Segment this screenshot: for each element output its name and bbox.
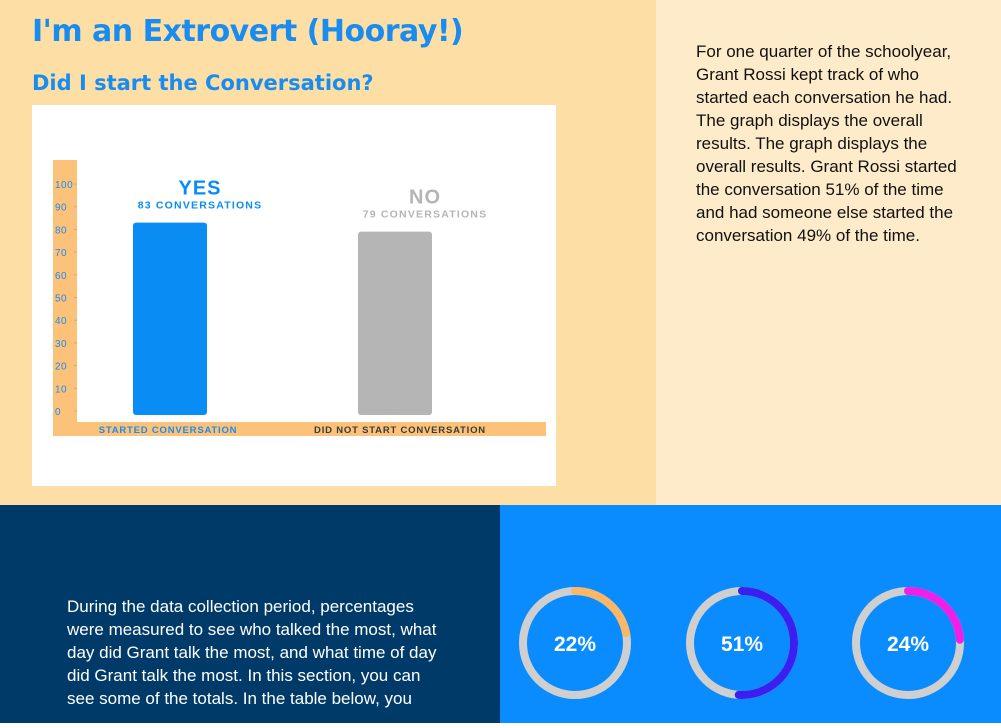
y-tick-label: 60 <box>55 271 67 282</box>
donut-arc <box>904 587 964 644</box>
donut-row: 22% 51% 24% <box>519 587 964 699</box>
section-text: During the data collection period, perce… <box>67 597 437 708</box>
bar-title: YES <box>178 178 221 200</box>
y-tick-label: 40 <box>55 316 67 327</box>
donut-label: 22% <box>554 633 596 656</box>
y-tick-label: 100 <box>55 180 73 191</box>
x-axis-band <box>53 422 546 436</box>
bottom-right-panel: 22% 51% 24% <box>500 505 1001 723</box>
y-tick-label: 50 <box>55 294 67 305</box>
description: For one quarter of the schoolyear, Grant… <box>696 42 957 245</box>
bar <box>358 231 432 415</box>
y-tick-label: 70 <box>55 248 67 259</box>
donut-label: 51% <box>721 633 763 656</box>
top-right-panel: For one quarter of the schoolyear, Grant… <box>656 0 1001 505</box>
donut-label: 24% <box>887 633 929 656</box>
value-label: 79 CONVERSATIONS <box>363 209 488 221</box>
page-title: I'm an Extrovert (Hooray!) <box>32 14 464 49</box>
section-title: Did I start the Conversation? <box>32 71 374 95</box>
bar <box>133 222 207 415</box>
y-tick-label: 20 <box>55 362 67 373</box>
x-tick-label: STARTED CONVERSATION <box>99 425 238 436</box>
y-tick-label: 10 <box>55 384 67 395</box>
value-label: 83 CONVERSATIONS <box>138 200 263 212</box>
y-tick-label: 0 <box>55 407 61 418</box>
donut-arc <box>571 587 631 638</box>
y-tick-label: 80 <box>55 225 67 236</box>
donut-arc <box>734 587 798 699</box>
x-tick-label: DID NOT START CONVERSATION <box>314 425 486 436</box>
y-tick-label: 90 <box>55 203 67 214</box>
y-tick-label: 30 <box>55 339 67 350</box>
top-left-panel: I'm an Extrovert (Hooray!) Did I start t… <box>0 0 656 505</box>
y-axis-band <box>53 160 77 436</box>
bar-title: NO <box>409 187 441 209</box>
bottom-left-panel: During the data collection period, perce… <box>0 505 500 723</box>
